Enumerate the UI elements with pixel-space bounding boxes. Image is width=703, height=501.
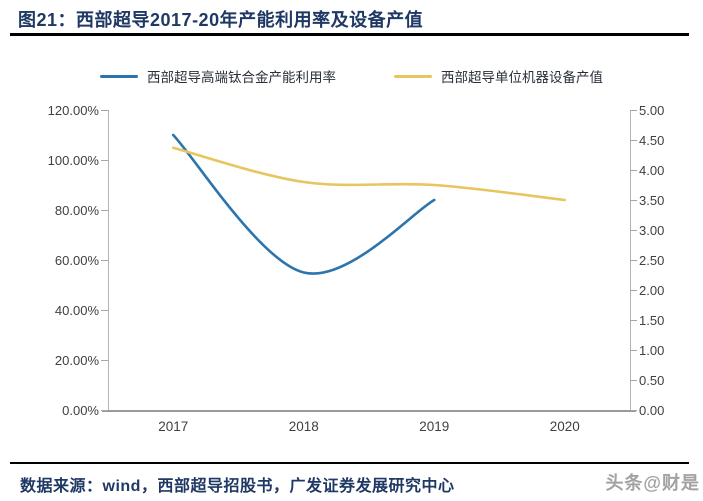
legend-label: 西部超导高端钛合金产能利用率	[147, 70, 336, 85]
right-axis-tick-label: 3.00	[639, 222, 665, 238]
left-axis-tick-label: 20.00%	[54, 352, 99, 368]
legend: 西部超导高端钛合金产能利用率 西部超导单位机器设备产值	[0, 66, 703, 86]
right-axis-tick-label: 1.50	[639, 312, 665, 328]
right-axis-tick-mark	[630, 410, 637, 411]
x-axis-category-label: 2019	[419, 419, 450, 434]
right-axis-tick-mark	[630, 140, 637, 141]
left-axis-tick-label: 80.00%	[54, 202, 99, 218]
series-line-left	[171, 133, 436, 275]
x-axis-line	[102, 410, 636, 412]
right-axis-tick-mark	[630, 170, 637, 171]
right-axis-tick-label: 1.00	[639, 342, 665, 358]
right-axis-tick-mark	[630, 260, 637, 261]
right-axis-tick-label: 0.50	[639, 372, 665, 388]
left-axis-tick-label: 0.00%	[62, 402, 99, 418]
legend-line-swatch-yellow	[394, 74, 432, 78]
left-axis-tick-mark	[101, 310, 108, 311]
x-axis-category-label: 2018	[288, 419, 319, 434]
left-axis-line	[108, 110, 109, 410]
right-axis-tick-mark	[630, 380, 637, 381]
right-axis-tick-label: 5.00	[639, 102, 665, 118]
toutiao-watermark: 头条@财是	[603, 469, 700, 495]
legend-item-utilization: 西部超导高端钛合金产能利用率	[100, 66, 336, 86]
right-axis-tick-label: 4.50	[639, 132, 665, 148]
left-axis-tick-mark	[101, 160, 108, 161]
left-axis-tick-mark	[101, 410, 108, 411]
legend-line-swatch-blue	[100, 74, 138, 78]
left-axis-tick-mark	[101, 210, 108, 211]
data-source-text: 数据来源：wind，西部超导招股书，广发证券发展研究中心	[20, 478, 455, 495]
right-axis-tick-label: 3.50	[639, 192, 665, 208]
left-axis-tick-label: 120.00%	[47, 102, 99, 118]
series-line-right	[171, 146, 567, 202]
right-axis-tick-label: 0.00	[639, 402, 665, 418]
right-axis-tick-mark	[630, 290, 637, 291]
right-axis-tick-label: 4.00	[639, 162, 665, 178]
left-axis-tick-label: 40.00%	[54, 302, 99, 318]
title-divider	[10, 33, 689, 36]
footer-divider	[10, 462, 689, 464]
left-axis-tick-mark	[101, 110, 108, 111]
left-axis-tick-label: 60.00%	[54, 252, 99, 268]
right-axis-tick-mark	[630, 230, 637, 231]
right-axis-tick-mark	[630, 200, 637, 201]
legend-item-equipment-output: 西部超导单位机器设备产值	[394, 66, 603, 86]
right-axis-tick-label: 2.00	[639, 282, 665, 298]
chart-title: 图21：西部超导2017-20年产能利用率及设备产值	[18, 10, 424, 30]
left-axis-tick-label: 100.00%	[47, 152, 99, 168]
right-axis-tick-mark	[630, 110, 637, 111]
legend-label: 西部超导单位机器设备产值	[441, 70, 603, 85]
x-axis-category-label: 2020	[549, 419, 580, 434]
right-axis-tick-mark	[630, 320, 637, 321]
left-axis-tick-mark	[101, 360, 108, 361]
right-axis-tick-mark	[630, 350, 637, 351]
left-axis-tick-mark	[101, 260, 108, 261]
right-axis-tick-label: 2.50	[639, 252, 665, 268]
x-axis-category-label: 2017	[158, 419, 189, 434]
